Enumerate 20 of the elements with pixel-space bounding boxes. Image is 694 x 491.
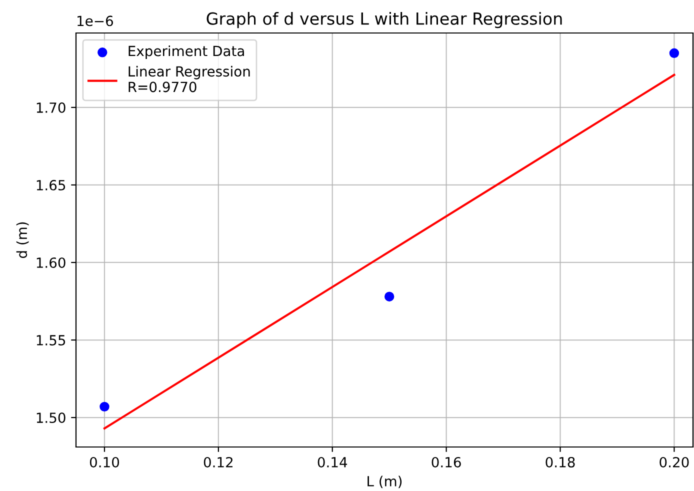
x-tick-label: 0.14 (318, 456, 348, 468)
x-tick-label: 0.10 (90, 456, 120, 468)
x-tick-label: 0.20 (660, 456, 689, 468)
y-tick-label: 1.65 (36, 180, 66, 190)
point (100, 402, 110, 412)
legend-label: Linear Regression R=0.9770 (128, 66, 250, 92)
y-axis-title: d (m) (16, 222, 29, 258)
text: 1e−6 (78, 16, 113, 26)
y-tick-label: 1.55 (36, 335, 66, 346)
y-tick-label: 1.50 (36, 412, 66, 424)
x-tick-label: 0.12 (204, 456, 232, 468)
x-tick-label: 0.18 (546, 456, 575, 468)
x-axis-title: L (m) (368, 476, 402, 488)
y-tick-label: 1.60 (36, 257, 66, 268)
point (384, 292, 394, 302)
x-tick-label: 0.16 (432, 456, 461, 468)
chart-title: Graph of d versus L with Linear Regression (206, 12, 562, 28)
point (669, 48, 680, 58)
y-tick-label: 1.70 (36, 102, 66, 113)
legend-label: Experiment Data (128, 46, 244, 59)
